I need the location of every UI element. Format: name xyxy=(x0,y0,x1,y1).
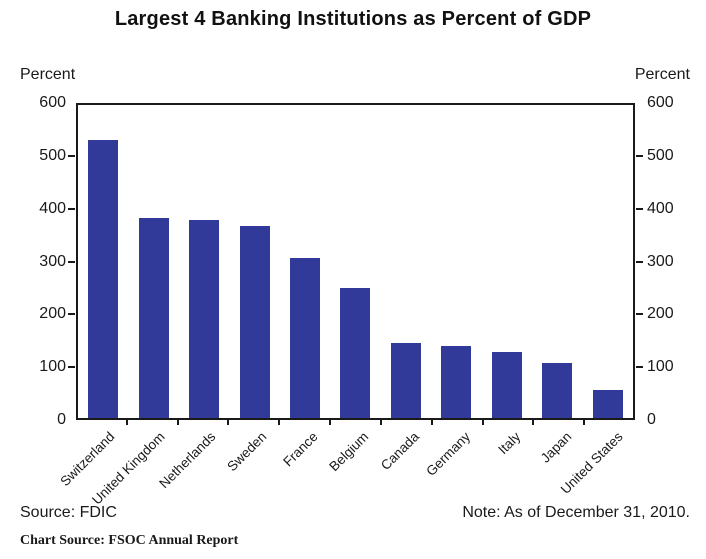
ytick-left-200: 200 xyxy=(39,305,66,323)
chart-source-note: Chart Source: FSOC Annual Report xyxy=(20,533,239,548)
bar-sweden xyxy=(239,225,270,418)
ytick-mark-left-200 xyxy=(68,313,75,316)
xtick-mark-3 xyxy=(227,420,230,425)
ytick-mark-right-400 xyxy=(636,207,643,210)
ytick-mark-right-500 xyxy=(636,154,643,157)
xtick-label-italy: Italy xyxy=(495,429,524,458)
xtick-mark-6 xyxy=(379,420,382,425)
ytick-mark-left-500 xyxy=(68,154,75,157)
ytick-left-400: 400 xyxy=(39,199,66,217)
xtick-label-germany: Germany xyxy=(422,429,473,479)
date-note: Note: As of December 31, 2010. xyxy=(462,504,690,521)
bar-japan xyxy=(542,363,573,418)
xtick-label-france: France xyxy=(279,429,321,470)
ytick-left-600: 600 xyxy=(39,94,66,111)
bar-united-states xyxy=(592,390,623,418)
ytick-right-200: 200 xyxy=(647,305,674,323)
y-axis-unit-left: Percent xyxy=(20,66,76,83)
xtick-mark-9 xyxy=(532,420,535,425)
xtick-label-belgium: Belgium xyxy=(326,429,372,475)
xtick-mark-2 xyxy=(176,420,179,425)
bar-italy xyxy=(491,351,522,418)
bar-switzerland xyxy=(88,139,119,418)
plot-area xyxy=(76,103,635,420)
bar-netherlands xyxy=(189,220,220,418)
y-axis-unit-right: Percent xyxy=(634,66,690,83)
ytick-right-100: 100 xyxy=(647,358,674,376)
ytick-left-100: 100 xyxy=(39,358,66,376)
ytick-left-500: 500 xyxy=(39,146,66,164)
bar-belgium xyxy=(340,287,371,418)
source-note: Source: FDIC xyxy=(20,504,117,521)
ytick-mark-left-100 xyxy=(68,366,75,369)
ytick-left-0: 0 xyxy=(57,411,66,428)
ytick-left-300: 300 xyxy=(39,252,66,270)
ytick-mark-left-400 xyxy=(68,207,75,210)
xtick-mark-4 xyxy=(278,420,281,425)
bar-canada xyxy=(390,343,421,418)
ytick-right-400: 400 xyxy=(647,199,674,217)
ytick-mark-right-100 xyxy=(636,366,643,369)
xtick-mark-7 xyxy=(430,420,433,425)
bar-france xyxy=(290,257,321,418)
bar-germany xyxy=(441,345,472,418)
bars-container xyxy=(78,105,633,418)
xtick-label-canada: Canada xyxy=(377,429,422,474)
xtick-label-japan: Japan xyxy=(537,429,575,466)
ytick-right-600: 600 xyxy=(647,94,674,111)
ytick-mark-right-200 xyxy=(636,313,643,316)
bar-united-kingdom xyxy=(138,217,169,418)
chart-title: Largest 4 Banking Institutions as Percen… xyxy=(114,8,592,30)
ytick-mark-left-300 xyxy=(68,260,75,263)
xtick-mark-1 xyxy=(125,420,128,425)
xtick-label-sweden: Sweden xyxy=(224,429,270,475)
xtick-mark-8 xyxy=(481,420,484,425)
ytick-right-500: 500 xyxy=(647,146,674,164)
ytick-right-300: 300 xyxy=(647,252,674,270)
ytick-right-0: 0 xyxy=(647,411,656,428)
ytick-mark-right-300 xyxy=(636,260,643,263)
xtick-mark-10 xyxy=(583,420,586,425)
xtick-mark-5 xyxy=(329,420,332,425)
